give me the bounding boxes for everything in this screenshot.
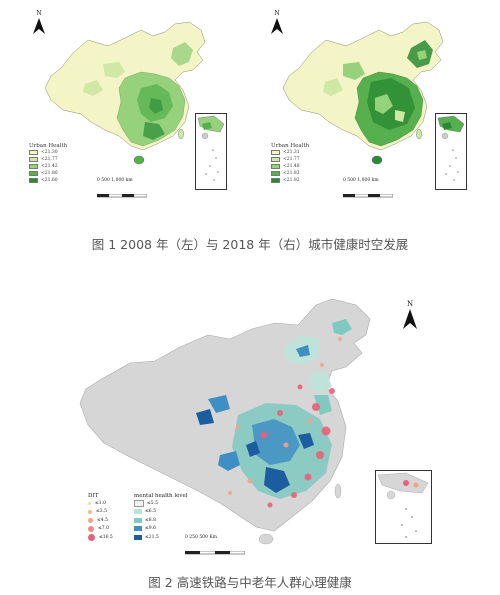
legend-item: <21.42	[29, 163, 67, 170]
mental-health-swatch	[134, 526, 142, 532]
legend-item: <21.30	[29, 149, 67, 156]
mental-health-swatch	[134, 509, 142, 515]
north-label: N	[274, 10, 280, 17]
legend-item: <21.31	[271, 149, 309, 156]
dit-dot	[88, 525, 94, 532]
legend-swatch	[271, 171, 280, 176]
scale-label: 0 500 1,000 km	[97, 178, 133, 183]
figure-2-caption: 图 2 高速铁路与中老年人群心理健康	[148, 575, 352, 590]
china-map-2018	[282, 21, 444, 165]
dit-legend-item: ≤3.5	[88, 508, 113, 517]
mental-health-legend-item: ≤21.5	[134, 533, 187, 542]
dit-dot	[88, 533, 95, 541]
map1-right-legend: Urban Health <21.31 <21.77 <21.48 <21.83…	[271, 143, 309, 184]
map1-left-legend: Urban Health <21.30 <21.77 <21.42 <21.80…	[29, 143, 67, 184]
legend-item: <21.83	[271, 170, 309, 177]
legend-item: <21.48	[271, 163, 309, 170]
scale-bar-graphic	[342, 193, 394, 198]
scale-bar: 0 500 1,000 km	[342, 178, 394, 202]
legend-item: <21.60	[29, 177, 67, 184]
mental-health-swatch	[134, 517, 142, 523]
north-arrow-icon	[271, 18, 283, 34]
north-arrow-icon	[33, 18, 45, 34]
legend-item: <21.77	[271, 156, 309, 163]
dit-legend: DIT ≤1.0 ≤3.5 ≤4.5 ≤7.0 ≤16.5	[88, 493, 113, 542]
north-label: N	[36, 10, 42, 17]
figure-1-caption: 图 1 2008 年（左）与 2018 年（右）城市健康时空发展	[91, 237, 409, 252]
scale-bar: 0 250 500 Km	[184, 535, 246, 559]
map1-left: N Urban Health <21.30 <21.77	[25, 8, 235, 198]
dit-dot	[88, 501, 91, 505]
dit-legend-item: ≤7.0	[88, 525, 113, 534]
mental-health-legend-title: mental health level	[134, 493, 188, 499]
legend-swatch	[271, 178, 280, 183]
legend-item: <21.80	[29, 170, 67, 177]
legend-swatch	[29, 150, 38, 155]
dit-dot	[88, 517, 93, 523]
scale-bar-graphic	[96, 193, 148, 198]
scale-bar-graphic	[184, 550, 246, 555]
south-china-sea-inset	[435, 113, 467, 190]
map2: N	[70, 295, 440, 555]
legend-swatch	[271, 164, 280, 169]
legend-swatch	[271, 157, 280, 162]
map1-right: N Urban Health <21.31 <21.77 <21.48 <21.…	[265, 8, 480, 198]
south-china-sea-inset	[195, 113, 227, 190]
mental-health-legend-item: ≤9.6	[134, 525, 187, 534]
mental-health-legend-item: ≤6.5	[134, 508, 187, 517]
legend-item: <21.77	[29, 156, 67, 163]
china-map-2008	[44, 21, 206, 165]
legend-swatch	[29, 157, 38, 162]
north-arrow-icon	[403, 309, 417, 329]
dit-legend-title: DIT	[88, 493, 99, 499]
legend-title: Urban Health	[271, 143, 310, 149]
scale-bar: 0 500 1,000 km	[96, 178, 148, 202]
legend-title: Urban Health	[29, 143, 68, 149]
legend-swatch	[29, 178, 38, 183]
scale-label: 0 250 500 Km	[185, 535, 217, 540]
legend-swatch	[29, 164, 38, 169]
south-china-sea-inset	[375, 470, 432, 544]
mental-health-swatch	[134, 499, 144, 507]
legend-swatch	[271, 150, 280, 155]
china-map-mental-health	[79, 298, 371, 545]
legend-item: <21.92	[271, 177, 309, 184]
mental-health-legend: mental health level ≤5.5 ≤6.5 ≤8.8 ≤9.6 …	[134, 493, 187, 542]
dit-dot	[88, 509, 92, 514]
mental-health-legend-item: ≤5.5	[134, 499, 187, 508]
mental-health-legend-item: ≤8.8	[134, 516, 187, 525]
scale-label: 0 500 1,000 km	[343, 178, 379, 183]
legend-swatch	[29, 171, 38, 176]
dit-legend-item: ≤16.5	[88, 533, 113, 542]
mental-health-swatch	[134, 534, 142, 540]
dit-legend-item: ≤4.5	[88, 516, 113, 525]
dit-legend-item: ≤1.0	[88, 499, 113, 508]
north-label: N	[406, 300, 414, 308]
